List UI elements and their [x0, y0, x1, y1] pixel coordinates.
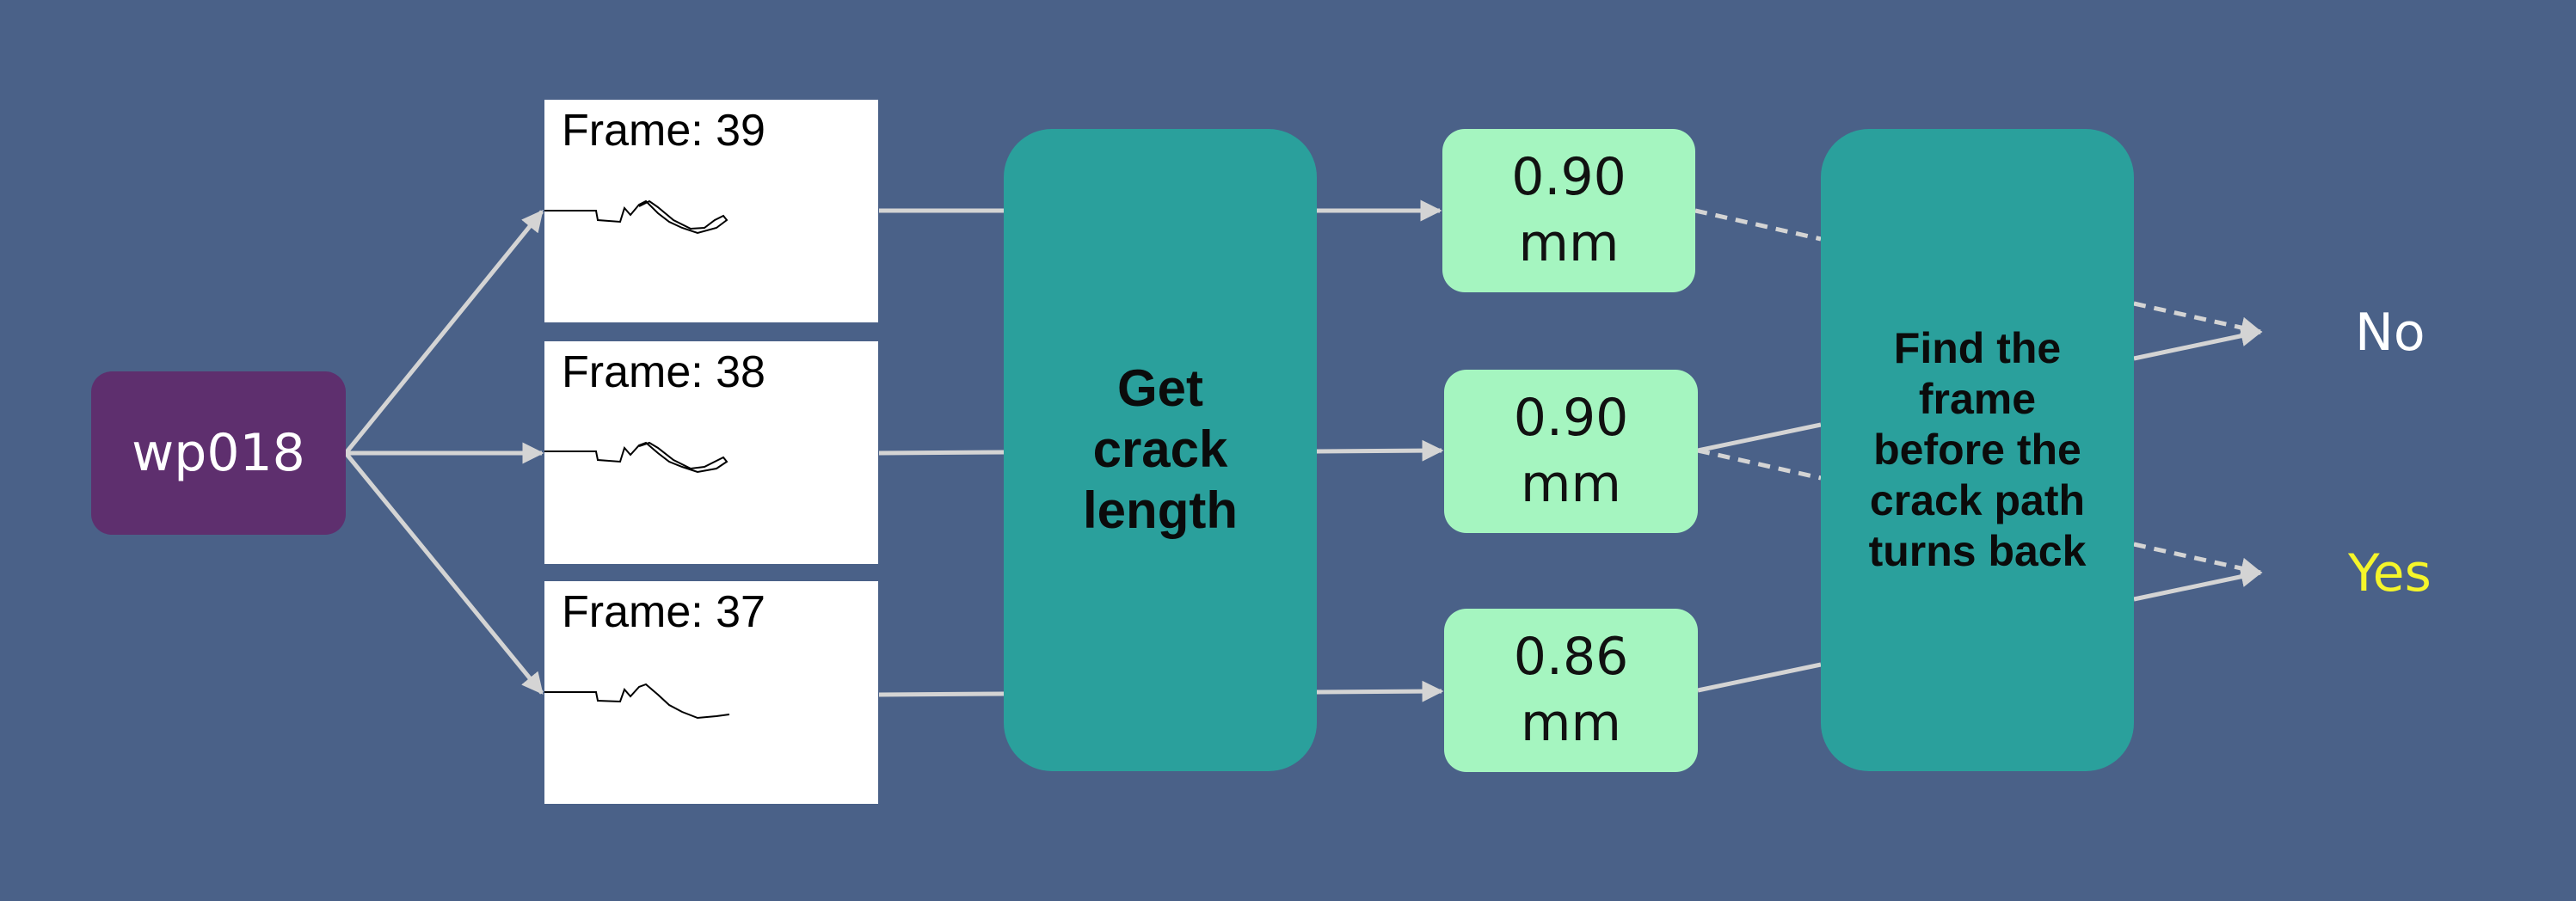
frame-37-label: Frame: 37: [562, 587, 765, 637]
get-crack-length-process: Get crack length: [1004, 129, 1317, 771]
process-line: turns back: [1868, 527, 2087, 575]
edge-source-to-frame-39: [344, 210, 544, 455]
source-node-wp018: wp018: [91, 371, 346, 535]
process-line: crack path: [1869, 476, 2086, 524]
edge-value-3-to-find-frame: [1697, 662, 1822, 693]
frame-38-image: Frame: 38: [544, 341, 878, 564]
value-number: 0.90: [1511, 147, 1626, 208]
edge-find-frame-to-no-solid: [2133, 325, 2263, 361]
outcome-yes: Yes: [2348, 543, 2432, 604]
process-line: frame: [1918, 375, 2037, 423]
edge-find-frame-to-no-dashed: [2133, 301, 2263, 339]
edge-source-to-frame-37: [344, 451, 544, 695]
process-line: crack: [1092, 420, 1228, 479]
frame-38-label: Frame: 38: [562, 347, 765, 397]
value-unit: mm: [1521, 454, 1621, 514]
frame-39-image: Frame: 39: [544, 100, 878, 322]
crack-path-38: [544, 441, 729, 474]
find-frame-process: Find the frame before the crack path tur…: [1821, 129, 2134, 771]
crack-length-value-3: 0.86 mm: [1444, 609, 1698, 772]
source-label: wp018: [132, 423, 305, 483]
value-number: 0.90: [1513, 388, 1629, 449]
edge-frame-37-to-get-crack-length: [878, 691, 1005, 697]
value-unit: mm: [1518, 213, 1620, 273]
edge-frame-38-to-get-crack-length: [878, 450, 1005, 456]
crack-length-value-1: 0.90 mm: [1442, 129, 1695, 292]
process-line: Get: [1116, 359, 1203, 418]
frame-39-label: Frame: 39: [562, 106, 765, 156]
outcome-no: No: [2355, 303, 2425, 363]
process-line: length: [1083, 481, 1238, 539]
frame-37-image: Frame: 37: [544, 581, 878, 804]
edge-find-frame-to-yes-dashed: [2133, 542, 2263, 579]
edge-value-2-to-find-frame-solid: [1697, 422, 1822, 453]
edge-value-2-to-find-frame-dashed: [1697, 448, 1822, 481]
value-number: 0.86: [1513, 627, 1629, 688]
crack-path-37: [544, 683, 730, 720]
process-line: Find the: [1893, 324, 2062, 372]
edge-value-1-to-find-frame: [1694, 208, 1822, 242]
process-line: before the: [1873, 426, 2081, 474]
value-unit: mm: [1521, 693, 1621, 753]
edge-get-crack-length-to-value-2: [1316, 439, 1444, 462]
crack-length-value-2: 0.90 mm: [1444, 370, 1698, 533]
edge-get-crack-length-to-value-3: [1316, 680, 1444, 702]
edge-find-frame-to-yes-solid: [2133, 566, 2263, 602]
crack-path-39: [544, 199, 729, 235]
